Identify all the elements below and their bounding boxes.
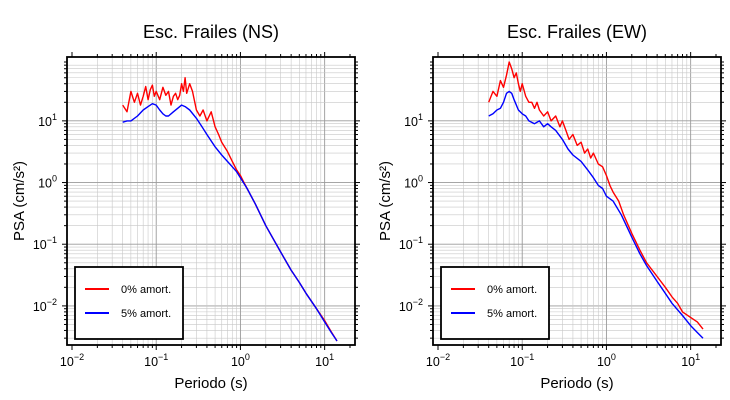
chart-panel-2: Esc. Frailes (EW) 10−2 10−1 100 101 10−2 10−1 1… xyxy=(377,22,726,392)
y-tick-label: 10−1 xyxy=(399,235,423,252)
y-tick-label: 10−2 xyxy=(399,297,423,314)
y-tick-label: 100 xyxy=(38,174,57,191)
series-line-damped xyxy=(122,103,338,342)
x-tick-label: 10−1 xyxy=(510,352,534,369)
x-tick-label: 101 xyxy=(315,352,334,369)
legend-label: 0% amort. xyxy=(121,284,171,296)
plot-frame xyxy=(432,56,722,346)
chart-panel-1: Esc. Frailes (NS) 10−2 10−1 100 101 10−2 10−1 1… xyxy=(11,22,360,392)
chart-title: Esc. Frailes (EW) xyxy=(507,22,647,42)
legend: 0% amort. 5% amort. xyxy=(440,266,550,340)
x-tick-label: 100 xyxy=(231,352,250,369)
y-axis-label: PSA (cm/s²) xyxy=(11,161,28,241)
x-tick-label: 10−2 xyxy=(426,352,450,369)
legend-label: 5% amort. xyxy=(121,308,171,320)
x-tick-label: 10−2 xyxy=(60,352,84,369)
chart-title: Esc. Frailes (NS) xyxy=(143,22,279,42)
x-tick-label: 10−1 xyxy=(144,352,168,369)
y-tick-label: 100 xyxy=(404,174,423,191)
y-tick-label: 10−2 xyxy=(33,297,57,314)
y-axis-label: PSA (cm/s²) xyxy=(377,161,394,241)
y-tick-label: 101 xyxy=(38,112,57,129)
plot-frame xyxy=(66,56,356,346)
legend-label: 5% amort. xyxy=(487,308,537,320)
y-tick-label: 10−1 xyxy=(33,235,57,252)
x-axis-label: Periodo (s) xyxy=(174,375,247,392)
legend-box xyxy=(440,266,550,340)
y-tick-label: 101 xyxy=(404,112,423,129)
x-axis-label: Periodo (s) xyxy=(540,375,613,392)
x-tick-label: 100 xyxy=(597,352,616,369)
series-line-damped xyxy=(488,90,704,339)
legend-label: 0% amort. xyxy=(487,284,537,296)
legend: 0% amort. 5% amort. xyxy=(74,266,184,340)
series-line-undamped xyxy=(488,61,704,330)
x-tick-label: 101 xyxy=(681,352,700,369)
legend-box xyxy=(74,266,184,340)
